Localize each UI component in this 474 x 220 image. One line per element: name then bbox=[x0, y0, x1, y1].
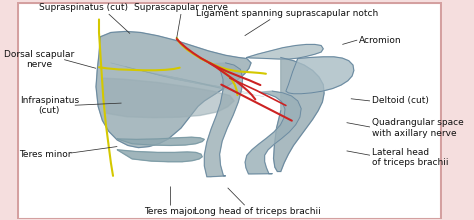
Polygon shape bbox=[273, 57, 324, 172]
Polygon shape bbox=[117, 150, 202, 162]
Text: Suprascapular nerve: Suprascapular nerve bbox=[134, 3, 228, 12]
Polygon shape bbox=[247, 44, 323, 59]
Polygon shape bbox=[96, 31, 251, 148]
Text: Dorsal scapular
nerve: Dorsal scapular nerve bbox=[4, 50, 74, 69]
Polygon shape bbox=[286, 57, 354, 94]
Polygon shape bbox=[117, 137, 204, 145]
Polygon shape bbox=[245, 91, 301, 174]
Text: Quadrangular space
with axillary nerve: Quadrangular space with axillary nerve bbox=[372, 118, 464, 138]
Text: Teres minor: Teres minor bbox=[19, 150, 71, 159]
FancyBboxPatch shape bbox=[18, 2, 441, 219]
Text: Infraspinatus
(cut): Infraspinatus (cut) bbox=[20, 95, 79, 115]
Text: Acromion: Acromion bbox=[359, 36, 402, 45]
Polygon shape bbox=[102, 78, 234, 118]
Text: Long head of triceps brachii: Long head of triceps brachii bbox=[194, 207, 321, 216]
Polygon shape bbox=[204, 63, 243, 177]
Text: Deltoid (cut): Deltoid (cut) bbox=[372, 96, 429, 105]
Text: Lateral head
of triceps brachii: Lateral head of triceps brachii bbox=[372, 148, 448, 167]
Text: Supraspinatus (cut): Supraspinatus (cut) bbox=[39, 3, 128, 12]
Text: Teres major: Teres major bbox=[144, 207, 197, 216]
Text: Ligament spanning suprascapular notch: Ligament spanning suprascapular notch bbox=[196, 9, 378, 18]
